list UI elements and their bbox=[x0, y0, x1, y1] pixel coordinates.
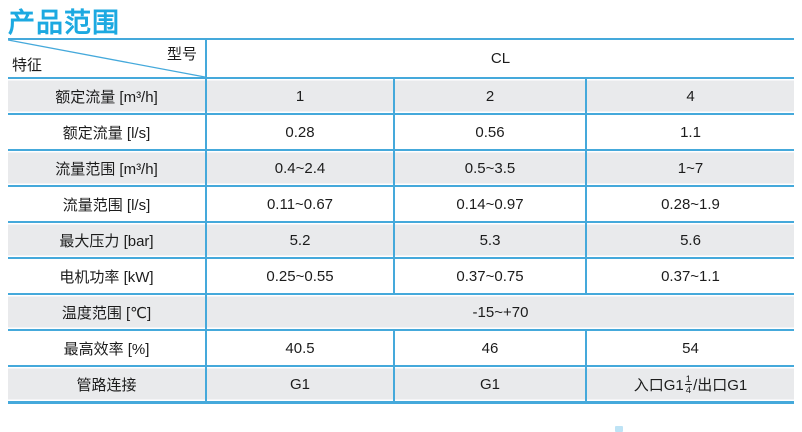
row-label: 流量范围 [l/s] bbox=[62, 196, 151, 214]
cell-value: 0.28 bbox=[205, 115, 393, 149]
cell-value: 0.37~1.1 bbox=[585, 259, 794, 293]
cell-value: 1 bbox=[205, 79, 393, 113]
cell-value: 0.11~0.67 bbox=[205, 187, 393, 221]
cell-value: 46 bbox=[393, 331, 585, 365]
row-label: 流量范围 [m³/h] bbox=[8, 151, 205, 185]
cell-value: G1 bbox=[205, 367, 393, 401]
table-row: 最大压力 [bar] 5.2 5.3 5.6 bbox=[8, 221, 794, 257]
row-label: 电机功率 [kW] bbox=[59, 268, 154, 286]
corner-label-model: 型号 bbox=[166, 46, 197, 63]
diagonal-line bbox=[8, 40, 205, 77]
cell-value: 54 bbox=[585, 331, 794, 365]
table-rows: 额定流量 [m³/h] 1 2 4 额定流量 [l/s] 0.28 0.56 1.1 流量范围 … bbox=[8, 77, 794, 401]
table-row: 温度范围 [℃] -15~+70 bbox=[8, 293, 794, 329]
cell-value: 1~7 bbox=[585, 151, 794, 185]
cell-value: 0.5~3.5 bbox=[393, 151, 585, 185]
cell-value: 1.1 bbox=[585, 115, 794, 149]
cell-value: 5.2 bbox=[205, 223, 393, 257]
model-group-header: CL bbox=[205, 40, 794, 77]
cell-value: 0.56 bbox=[393, 115, 585, 149]
cell-value: 5.6 bbox=[585, 223, 794, 257]
table-row: 流量范围 [m³/h] 0.4~2.4 0.5~3.5 1~7 bbox=[8, 149, 794, 185]
cell-value: 0.4~2.4 bbox=[205, 151, 393, 185]
table-row: 电机功率 [kW] 0.25~0.55 0.37~0.75 0.37~1.1 bbox=[8, 257, 794, 293]
cell-value: 4 bbox=[585, 79, 794, 113]
table-row: 额定流量 [l/s] 0.28 0.56 1.1 bbox=[8, 113, 794, 149]
table-row: 管路连接 G1 G1 入口G1 1 4/出口G1 bbox=[8, 365, 794, 401]
table-row: 额定流量 [m³/h] 1 2 4 bbox=[8, 77, 794, 113]
row-label: 额定流量 [l/s] bbox=[62, 124, 151, 142]
row-label: 额定流量 [m³/h] bbox=[8, 79, 205, 113]
table-row: 最高效率 [%] 40.5 46 54 bbox=[8, 329, 794, 365]
cropped-text-artifact bbox=[615, 426, 623, 432]
page-title: 产品范围 bbox=[8, 8, 120, 38]
table-row: 流量范围 [l/s] 0.11~0.67 0.14~0.97 0.28~1.9 bbox=[8, 185, 794, 221]
cell-value: G1 bbox=[393, 367, 585, 401]
corner-label-feature: 特征 bbox=[12, 57, 43, 74]
product-range-table: 型号 特征 CL 额定流量 [m³/h] 1 2 4 额定流量 [l/s] 0.28 0.5… bbox=[8, 38, 794, 404]
cell-value: 0.14~0.97 bbox=[393, 187, 585, 221]
cell-value: 0.37~0.75 bbox=[393, 259, 585, 293]
cell-value: 40.5 bbox=[205, 331, 393, 365]
cell-value: 2 bbox=[393, 79, 585, 113]
fraction-prefix: 入口G1 bbox=[633, 376, 684, 394]
cell-value: 入口G1 1 4/出口G1 bbox=[585, 367, 794, 401]
cell-value: 5.3 bbox=[393, 223, 585, 257]
row-span-value: -15~+70 bbox=[205, 295, 794, 329]
diagonal-corner-cell: 型号 特征 bbox=[8, 40, 205, 77]
cell-value: 0.25~0.55 bbox=[205, 259, 393, 293]
row-label: 最高效率 [%] bbox=[63, 340, 150, 358]
row-label: 最大压力 [bar] bbox=[8, 223, 205, 257]
row-label: 管路连接 bbox=[8, 367, 205, 401]
table-header-row: 型号 特征 CL bbox=[8, 40, 794, 77]
row-label: 温度范围 [℃] bbox=[8, 295, 205, 329]
fraction-suffix: /出口G1 bbox=[693, 376, 748, 394]
cell-value: 0.28~1.9 bbox=[585, 187, 794, 221]
